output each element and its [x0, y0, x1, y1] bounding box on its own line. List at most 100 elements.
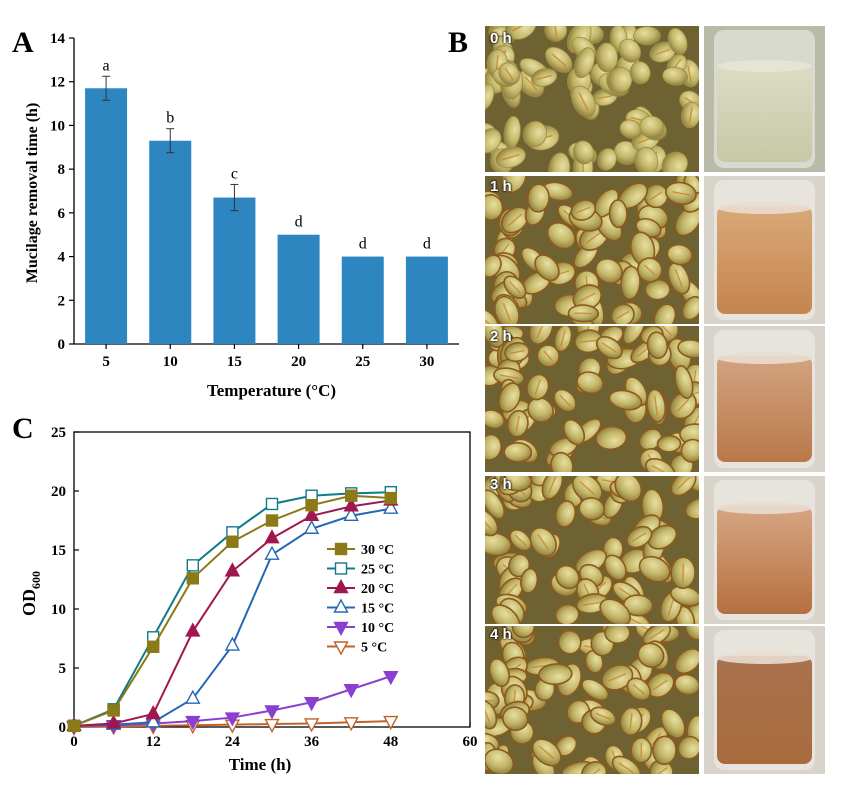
y-tick-label: 0 [58, 337, 66, 353]
data-point [185, 715, 201, 731]
bean [638, 555, 671, 583]
bar-chart: 0 2 4 6 8 10 12 14 5 a 10 b 15 c 20 d 25 d 30 d Temperature … [24, 31, 459, 400]
bean-groove [629, 713, 633, 730]
x-axis-title: Temperature (°C) [207, 381, 336, 400]
x-tick-label: 24 [225, 734, 241, 750]
data-point [264, 718, 280, 734]
bean [550, 451, 574, 472]
bean [485, 194, 504, 221]
bean-groove [649, 191, 663, 201]
x-tick-label: 12 [146, 734, 161, 750]
jar-foam [717, 60, 812, 72]
bean [595, 42, 618, 73]
data-point [224, 562, 241, 577]
legend-label: 25 °C [361, 563, 394, 578]
data-point [333, 598, 349, 613]
bean-groove [674, 268, 684, 288]
bean-groove [655, 48, 671, 56]
bean [522, 120, 547, 148]
bean [647, 524, 678, 550]
bean [646, 331, 668, 360]
y-tick-label: 6 [58, 206, 66, 222]
data-point [264, 705, 280, 720]
bean-groove [554, 26, 558, 37]
bean [527, 183, 550, 213]
bean [485, 489, 506, 520]
bean-groove [514, 534, 527, 546]
bean-groove [507, 213, 523, 227]
bean-groove [485, 314, 493, 324]
y-tick-label: 14 [50, 31, 66, 47]
data-point [303, 718, 320, 733]
data-point [333, 579, 349, 594]
bean [677, 735, 699, 760]
bean [498, 382, 522, 413]
data-point [224, 712, 241, 727]
data-point [305, 498, 318, 512]
bean-groove [534, 379, 541, 395]
bean [620, 265, 641, 301]
x-tick-label: 36 [304, 734, 320, 750]
bean [503, 442, 533, 463]
bean [603, 554, 627, 581]
y-tick-label: 5 [59, 661, 67, 677]
bean-groove [578, 92, 589, 111]
bean [637, 642, 665, 668]
bean [485, 128, 502, 154]
bean [629, 61, 651, 85]
bean [684, 497, 699, 520]
significance-label: c [231, 165, 238, 182]
legend-label: 30 °C [361, 543, 394, 558]
bean-groove [601, 342, 617, 353]
y-tick-label: 25 [51, 425, 66, 441]
bean [660, 708, 686, 739]
bean [662, 66, 688, 86]
x-tick-label: 20 [291, 354, 306, 370]
bean-groove [631, 532, 647, 542]
bean [595, 425, 628, 451]
bean-groove [502, 302, 512, 322]
bean [500, 176, 527, 194]
legend-label: 10 °C [361, 621, 394, 636]
bean-groove [643, 264, 656, 276]
bean [576, 371, 604, 395]
data-point [186, 559, 200, 572]
bean [604, 626, 631, 644]
jar-foam [717, 652, 812, 664]
bean-groove [536, 326, 546, 338]
bean [653, 303, 677, 324]
jar-liquid [717, 506, 812, 614]
significance-label: b [166, 110, 174, 127]
x-tick-label: 60 [463, 734, 478, 750]
bean-groove [485, 515, 492, 530]
bean-groove [651, 464, 669, 472]
data-point [264, 529, 280, 544]
data-point [145, 705, 161, 720]
bean-cluster [485, 326, 699, 472]
data-point [333, 621, 349, 636]
data-point [383, 499, 399, 514]
photo-label-0h: 0 h [490, 30, 512, 47]
bean-cluster [485, 476, 699, 624]
bean-cluster [485, 26, 699, 172]
data-point [145, 713, 161, 728]
photo-row [485, 326, 825, 472]
bean-groove [548, 476, 557, 494]
bean-groove [495, 34, 511, 38]
data-point [226, 535, 239, 548]
bean [680, 438, 699, 463]
bean [511, 626, 536, 639]
bean-groove [632, 683, 646, 695]
bean [554, 500, 577, 528]
data-point [185, 689, 201, 704]
bean [534, 254, 560, 282]
data-point [383, 671, 399, 686]
bean-groove [537, 534, 549, 550]
x-tick-label: 48 [383, 734, 398, 750]
plot-frame [73, 431, 471, 728]
bean [485, 326, 506, 348]
x-tick-label: 25 [355, 354, 370, 370]
legend-label: 5 °C [361, 641, 387, 656]
bean [618, 38, 642, 63]
